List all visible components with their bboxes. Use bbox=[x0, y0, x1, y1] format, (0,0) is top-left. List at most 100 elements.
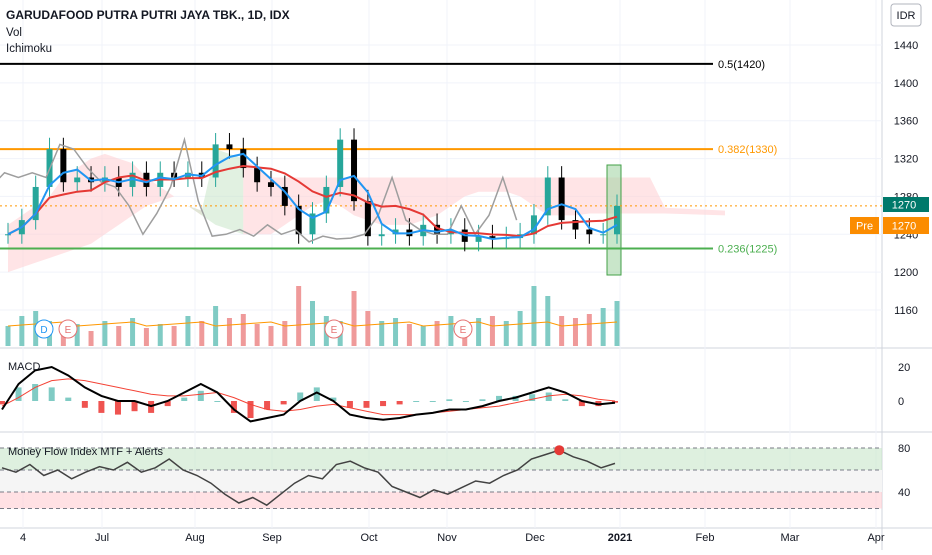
candle-body bbox=[392, 229, 399, 235]
x-tick-label: Apr bbox=[867, 532, 884, 544]
volume-bar bbox=[19, 316, 25, 346]
currency-button-label: IDR bbox=[897, 10, 916, 22]
last-price-badge bbox=[883, 197, 929, 212]
macd-histogram-bar bbox=[363, 401, 370, 408]
volume-bar bbox=[5, 326, 11, 346]
candle-body bbox=[295, 205, 302, 235]
candle-body bbox=[489, 236, 496, 240]
macd-histogram-bar bbox=[264, 401, 271, 410]
volume-bar bbox=[517, 311, 523, 346]
macd-histogram-bar bbox=[98, 401, 105, 413]
candle-body bbox=[351, 139, 358, 202]
candle-body bbox=[74, 177, 81, 183]
volume-ma-line bbox=[7, 321, 618, 327]
macd-histogram-bar bbox=[81, 401, 88, 408]
volume-bar bbox=[143, 328, 149, 346]
event-marker bbox=[34, 319, 54, 339]
last-price-label: 1270 bbox=[892, 200, 916, 212]
macd-histogram-bar bbox=[230, 401, 237, 413]
macd-histogram-bar bbox=[214, 401, 221, 402]
mfi-overbought-zone bbox=[0, 448, 882, 470]
macd-histogram-bar bbox=[429, 401, 436, 402]
indicator-label-ichimoku[interactable]: Ichimoku bbox=[6, 43, 52, 55]
x-tick-label: 2021 bbox=[608, 532, 632, 544]
candle-body bbox=[32, 186, 39, 221]
volume-bar bbox=[171, 326, 177, 346]
mfi-tick-label: 80 bbox=[898, 443, 910, 455]
candle-body bbox=[60, 149, 67, 183]
macd-histogram-bar bbox=[612, 401, 618, 403]
chart-title: GARUDAFOOD PUTRA PUTRI JAYA TBK., 1D, ID… bbox=[6, 8, 290, 22]
volume-bar bbox=[240, 314, 246, 346]
macd-histogram-bar bbox=[0, 401, 5, 405]
candle-body bbox=[364, 201, 371, 237]
candle-body bbox=[212, 144, 219, 178]
x-tick-label: Aug bbox=[185, 532, 205, 544]
event-marker bbox=[58, 319, 78, 339]
pre-price-label: 1270 bbox=[892, 221, 916, 233]
mfi-tick-label: 40 bbox=[898, 487, 910, 499]
mfi-title: Money Flow Index MTF + Alerts bbox=[8, 446, 163, 458]
fib-levels: 0.5(1420) 0.382(1330) 0.236(1225) bbox=[0, 59, 882, 255]
tenkan-line bbox=[7, 152, 618, 241]
volume-bar bbox=[157, 324, 163, 346]
macd-histogram-bar bbox=[313, 387, 320, 401]
axes: 4 Jul Aug Sep Oct Nov Dec 2021 Feb Mar Apr 1160 1200… bbox=[20, 40, 918, 544]
volume-bar bbox=[351, 291, 357, 346]
candle-body bbox=[475, 236, 482, 242]
macd-histogram-bar bbox=[247, 401, 254, 418]
event-marker-label: E bbox=[331, 325, 338, 336]
candle-body bbox=[530, 215, 537, 235]
candle-body bbox=[586, 229, 593, 235]
ichimoku-cloud bbox=[8, 149, 725, 273]
volume-bar bbox=[586, 314, 592, 346]
macd-histogram-bar bbox=[197, 390, 204, 401]
volume-bar bbox=[434, 321, 440, 346]
mfi-alert-dot bbox=[554, 445, 565, 456]
candle-body bbox=[254, 168, 261, 183]
macd-histogram-bar bbox=[462, 401, 469, 402]
volume-bar bbox=[614, 301, 620, 346]
indicator-label-vol[interactable]: Vol bbox=[6, 27, 22, 39]
event-marker bbox=[453, 319, 473, 339]
volume-bar bbox=[559, 316, 565, 346]
candle-body bbox=[600, 234, 607, 236]
macd-histogram-bar bbox=[15, 387, 22, 401]
macd-histogram-bar bbox=[496, 395, 503, 401]
x-tick-label: Feb bbox=[696, 532, 715, 544]
pre-price-badge bbox=[883, 217, 929, 234]
macd-histogram-bar bbox=[380, 401, 387, 407]
mfi-line bbox=[1, 449, 616, 507]
volume-bar bbox=[448, 316, 454, 346]
price-tick-label: 1200 bbox=[894, 267, 918, 279]
macd-histogram-bar bbox=[32, 384, 39, 401]
price-tick-label: 1400 bbox=[894, 78, 918, 90]
x-tick-label: Nov bbox=[437, 532, 457, 544]
fib-label: 0.5(1420) bbox=[718, 59, 765, 71]
macd-histogram-bar bbox=[529, 394, 536, 401]
price-tick-label: 1360 bbox=[894, 116, 918, 128]
macd-histogram-bar bbox=[65, 397, 72, 401]
volume-bar bbox=[489, 316, 495, 346]
event-marker-label: D bbox=[40, 325, 47, 336]
candle-body bbox=[544, 177, 551, 216]
macd-histogram-bar bbox=[545, 392, 552, 401]
mfi-mid-zone bbox=[0, 470, 882, 492]
candle-body bbox=[226, 144, 233, 150]
currency-button[interactable] bbox=[890, 3, 922, 27]
macd-histogram-bar bbox=[479, 399, 486, 401]
macd-histogram-bar bbox=[413, 401, 420, 402]
cloud-bull bbox=[187, 149, 244, 235]
fib-label: 0.236(1225) bbox=[718, 243, 777, 255]
cloud-bear bbox=[243, 158, 617, 235]
volume-bar bbox=[185, 316, 191, 346]
macd-histogram-bar bbox=[280, 401, 287, 405]
macd-histogram-bar bbox=[446, 399, 453, 401]
volume-bar bbox=[545, 296, 551, 346]
event-marker bbox=[324, 319, 344, 339]
volume-bar bbox=[406, 324, 412, 346]
pre-label: Pre bbox=[856, 221, 873, 233]
candle-body bbox=[323, 186, 330, 214]
cloud-bear bbox=[8, 153, 202, 273]
